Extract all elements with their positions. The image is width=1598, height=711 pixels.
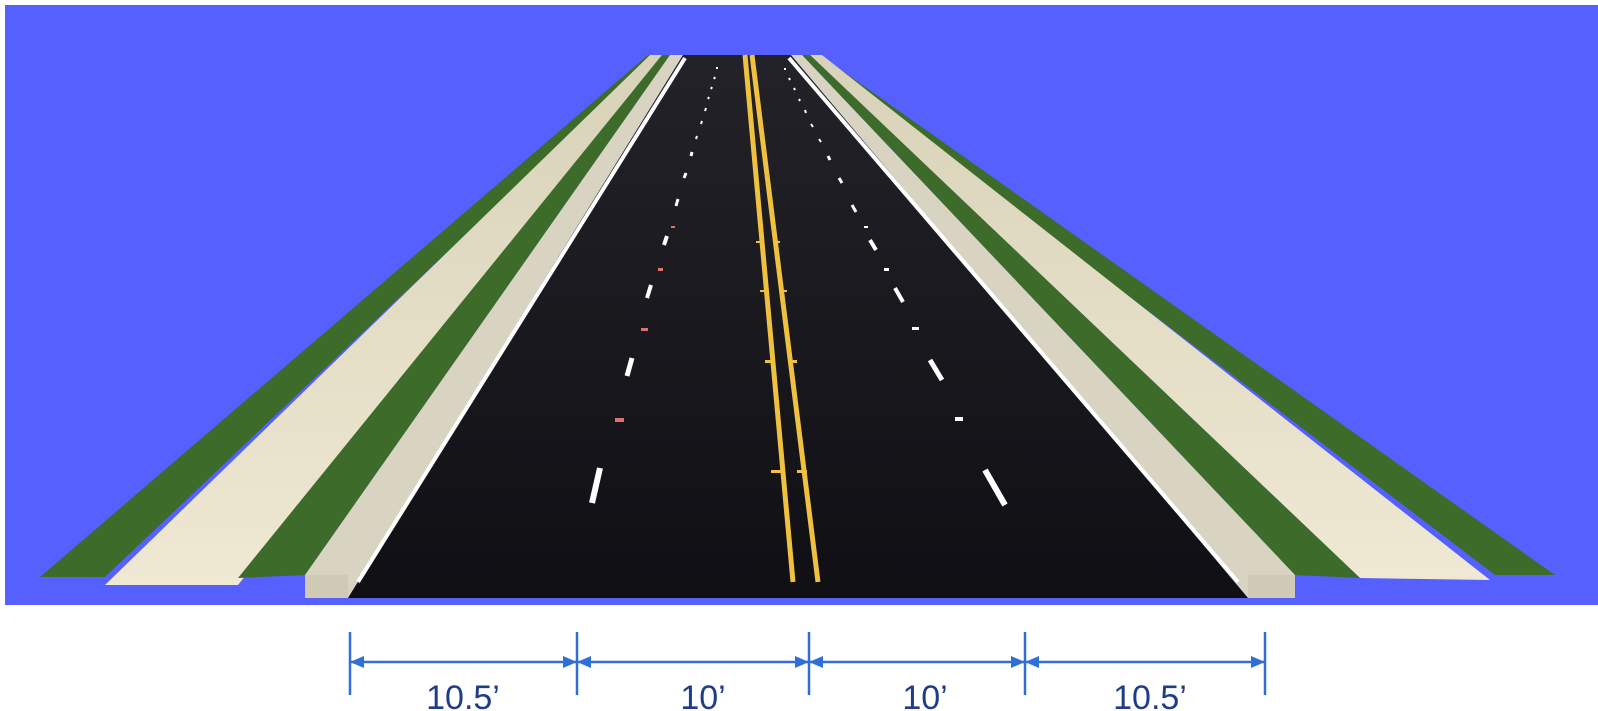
dimension-label-1: 10.5’ — [426, 679, 500, 711]
right-lane-dashes — [784, 68, 1008, 507]
left-outer-grass — [40, 55, 655, 577]
left-sidewalk — [105, 55, 662, 585]
left-lane-dashes — [589, 67, 718, 504]
right-curb-base — [1248, 575, 1295, 598]
pavement-markers — [615, 226, 963, 473]
right-inner-grass — [802, 55, 1360, 578]
dimension-label-3: 10’ — [902, 679, 947, 711]
dimension-label-2: 10’ — [680, 679, 725, 711]
asphalt-roadway — [348, 55, 1248, 598]
center-line-right — [749, 54, 821, 583]
dimension-label-4: 10.5’ — [1113, 679, 1187, 711]
dimension-lines — [348, 632, 1267, 695]
right-sidewalk — [810, 55, 1490, 580]
center-line-left — [742, 54, 796, 583]
left-curb-base — [305, 575, 348, 598]
left-curb — [305, 55, 683, 598]
right-curb — [791, 55, 1295, 598]
right-outer-grass — [812, 55, 1555, 575]
left-inner-grass — [238, 55, 670, 578]
left-edge-line — [356, 56, 687, 584]
right-edge-line — [787, 56, 1240, 584]
